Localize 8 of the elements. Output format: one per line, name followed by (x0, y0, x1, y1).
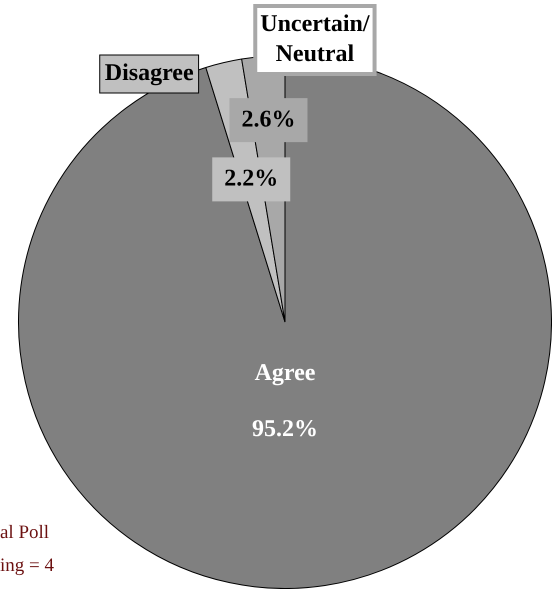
slice-label: Agree (254, 360, 316, 386)
text: al Poll (0, 521, 50, 545)
data-label: 2.2% (224, 166, 278, 192)
slice-label: Disagree (104, 60, 194, 86)
data-label: 95.2% (252, 416, 318, 442)
data-label: 2.6% (241, 106, 296, 132)
text: ing = 4 (0, 554, 54, 578)
slice-label: Uncertain/ Neutral (260, 11, 370, 68)
